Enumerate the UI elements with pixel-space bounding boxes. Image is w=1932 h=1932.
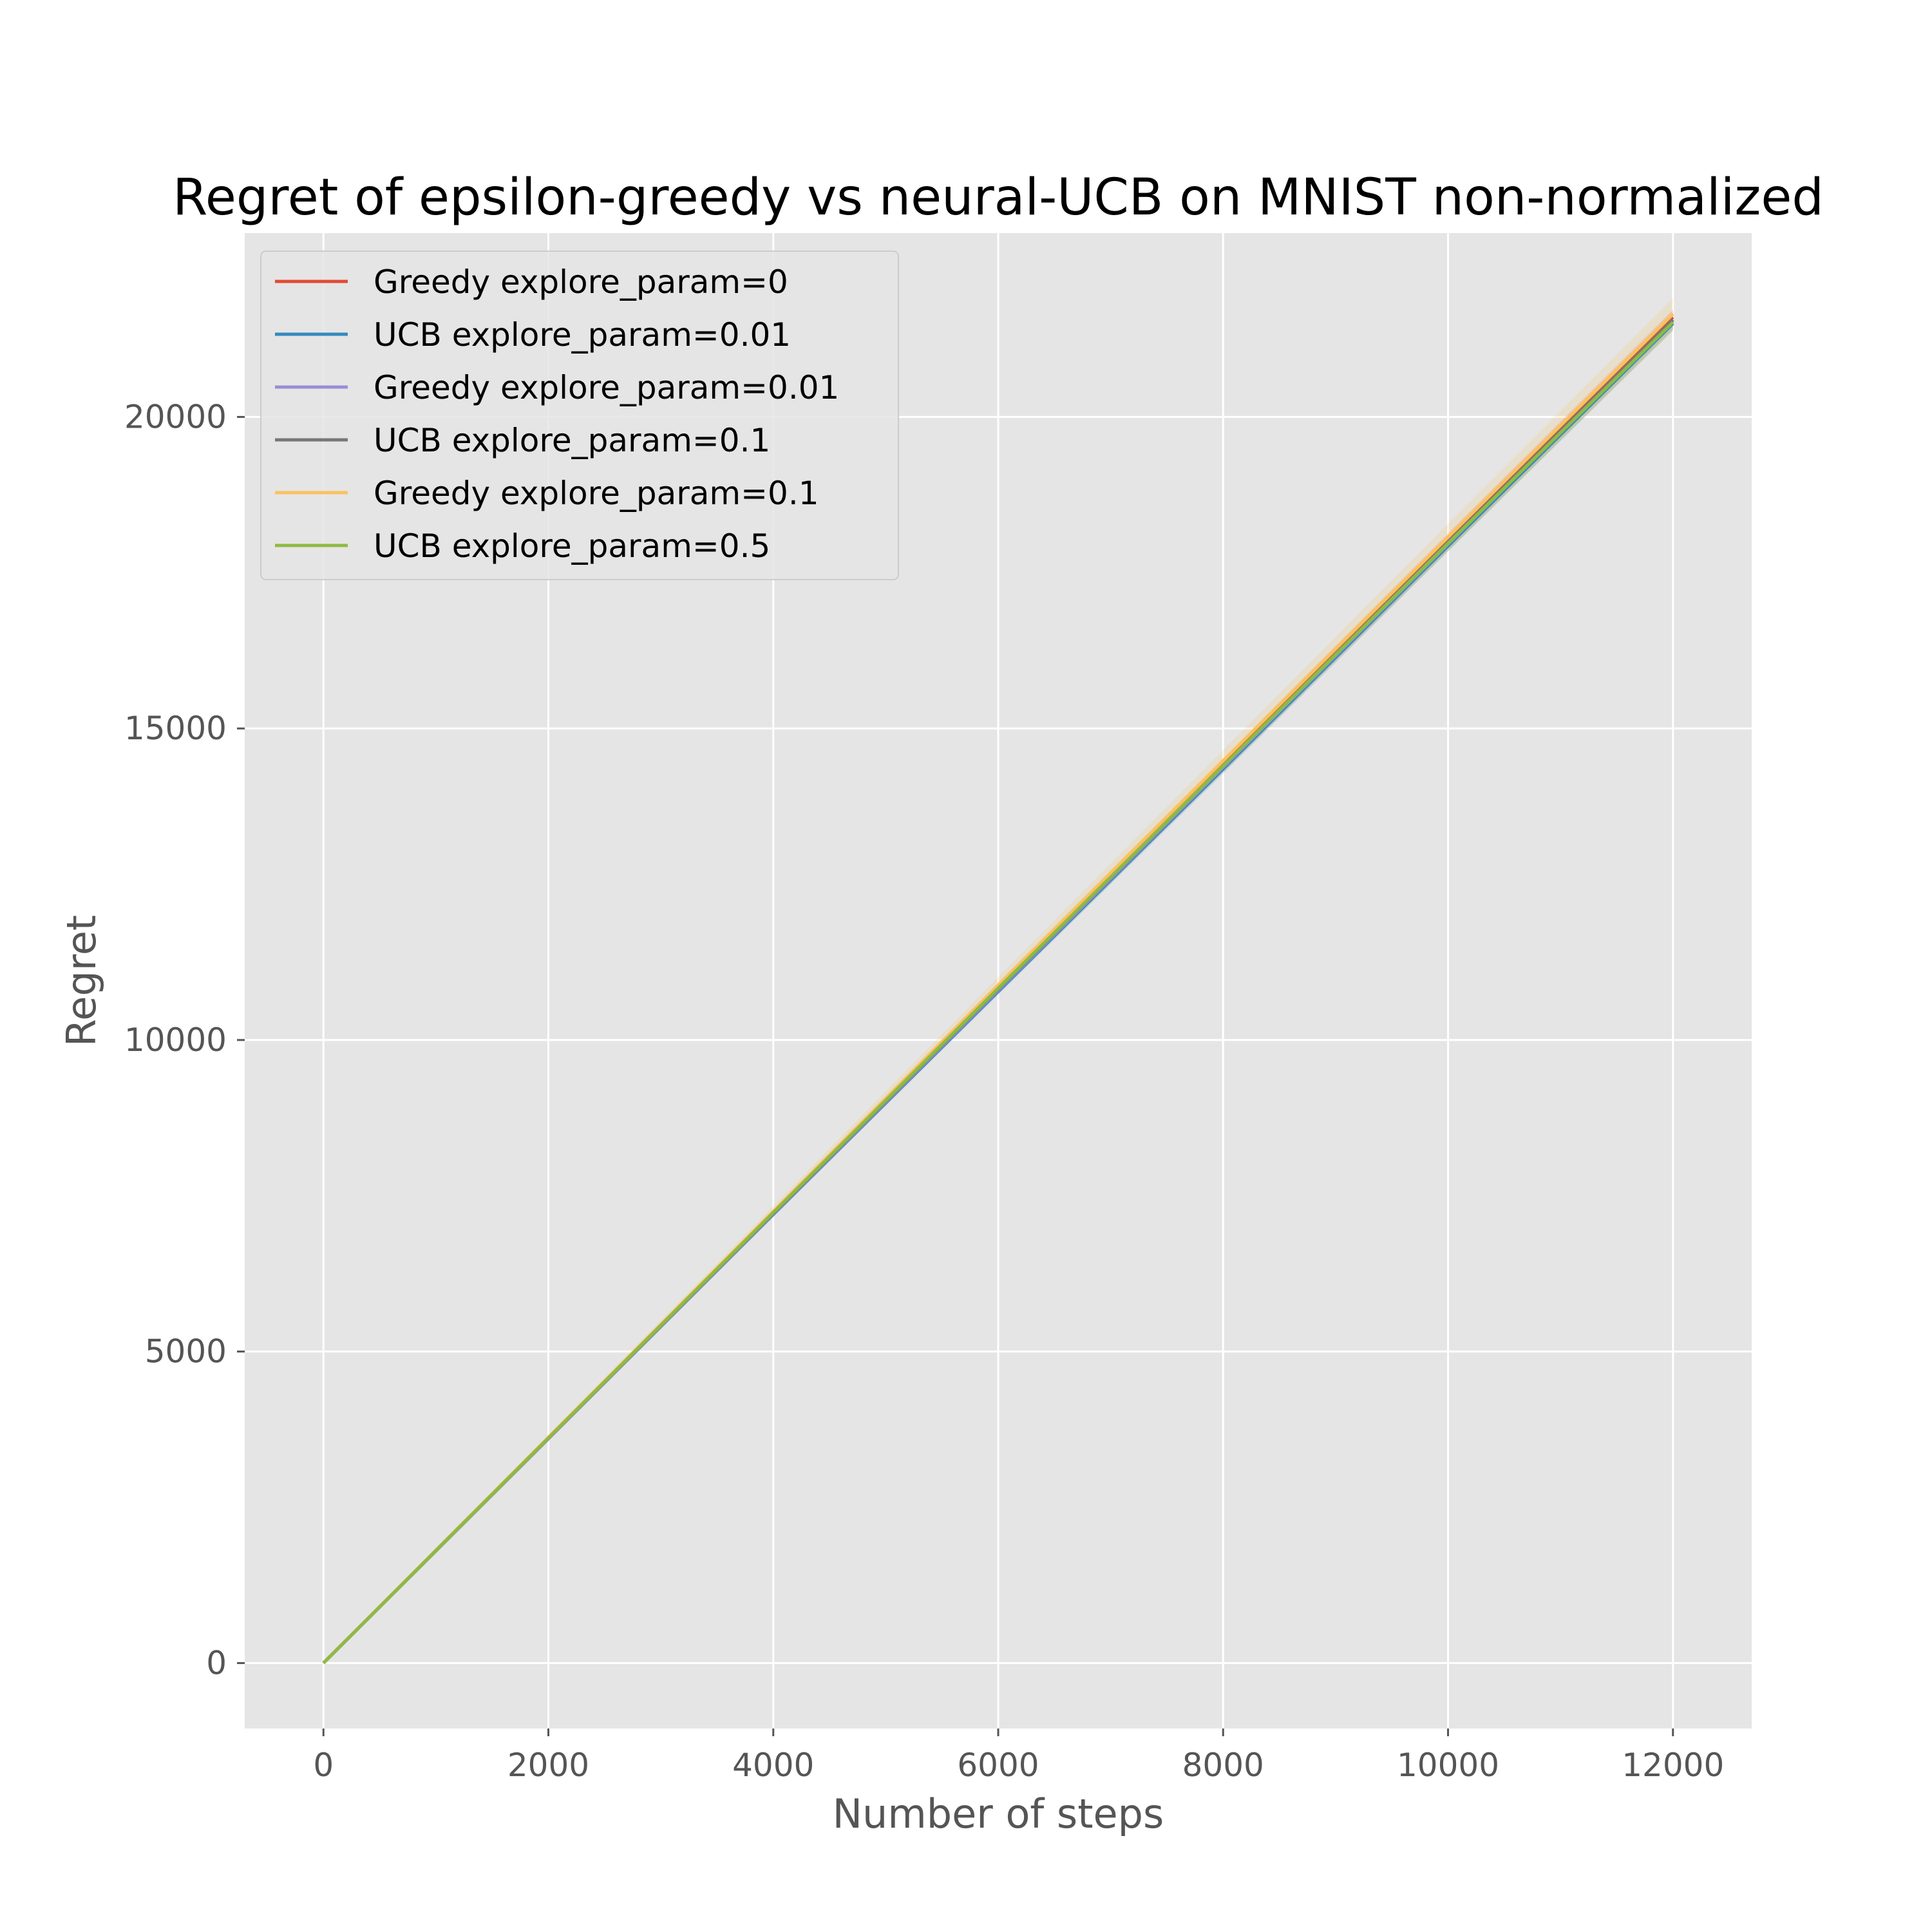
series-line bbox=[322, 321, 1674, 1665]
series-band bbox=[323, 298, 1673, 1663]
legend-label: Greedy explore_param=0.01 bbox=[374, 369, 839, 406]
x-tick-label: 0 bbox=[313, 1747, 334, 1784]
x-axis-label: Number of steps bbox=[833, 1790, 1164, 1837]
legend-label: Greedy explore_param=0.1 bbox=[374, 475, 819, 512]
y-tick-label: 5000 bbox=[145, 1333, 227, 1370]
y-tick-label: 10000 bbox=[124, 1021, 227, 1059]
x-tick-label: 8000 bbox=[1182, 1747, 1264, 1784]
legend-label: UCB explore_param=0.1 bbox=[374, 422, 770, 459]
legend-box bbox=[260, 251, 899, 580]
x-axis-ticks: 0 2000 4000 6000 8000 10000 12000 bbox=[313, 1728, 1724, 1784]
legend: Greedy explore_param=0 UCB explore_param=… bbox=[260, 251, 899, 580]
chart-title: Regret of epsilon-greedy vs neural-UCB o… bbox=[173, 169, 1824, 227]
legend-label: Greedy explore_param=0 bbox=[374, 263, 788, 301]
y-tick-label: 15000 bbox=[124, 710, 227, 747]
legend-label: UCB explore_param=0.01 bbox=[374, 316, 791, 354]
x-tick-label: 10000 bbox=[1397, 1747, 1499, 1784]
legend-label: UCB explore_param=0.5 bbox=[374, 527, 770, 565]
y-axis-label: Regret bbox=[58, 915, 105, 1046]
x-tick-label: 4000 bbox=[732, 1747, 814, 1784]
y-tick-label: 0 bbox=[206, 1644, 227, 1681]
x-tick-label: 12000 bbox=[1622, 1747, 1724, 1784]
y-tick-label: 20000 bbox=[124, 398, 227, 435]
x-tick-label: 2000 bbox=[507, 1747, 589, 1784]
x-tick-label: 6000 bbox=[957, 1747, 1039, 1784]
y-axis-ticks: 0 5000 10000 15000 20000 bbox=[124, 398, 245, 1681]
series-lines bbox=[322, 312, 1674, 1665]
